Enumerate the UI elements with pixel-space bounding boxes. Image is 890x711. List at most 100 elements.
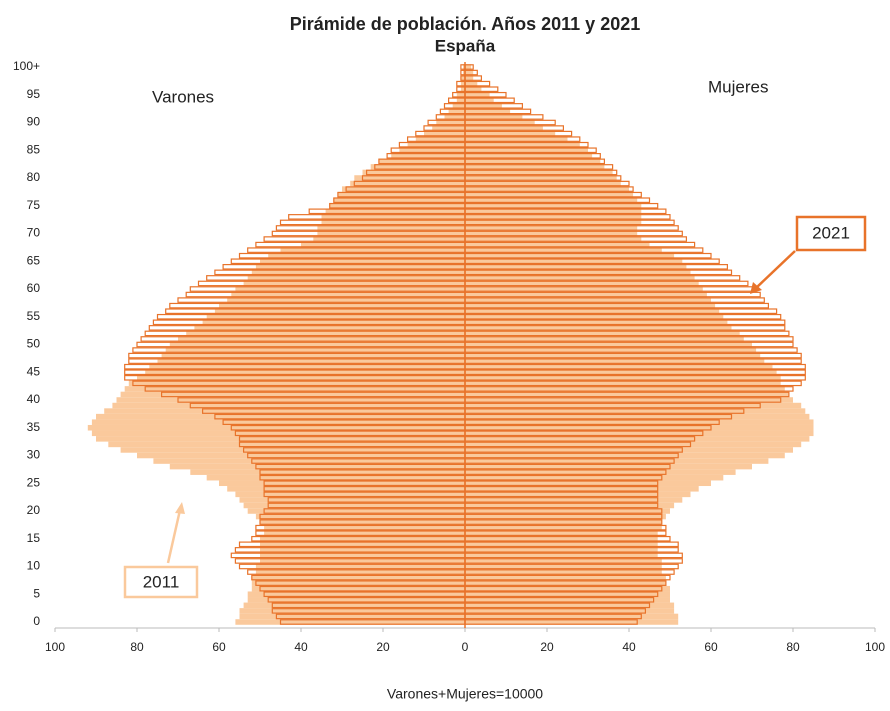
y-tick-label: 10 [27,559,41,573]
bar [465,119,535,126]
bar [206,313,465,320]
bar [465,597,670,603]
bar [255,264,465,270]
bar [465,447,793,453]
bar [391,153,465,159]
y-tick-label: 40 [27,392,41,406]
bar [260,552,465,559]
annotation: 2021 [812,223,850,242]
bar [465,75,474,81]
bar [227,297,465,303]
bar [465,64,472,70]
right-label: Mujeres [708,77,768,96]
x-tick-label: 80 [786,640,800,654]
bar [169,463,466,470]
bar [465,313,724,320]
bar [465,325,732,331]
bar [465,252,675,259]
bar [465,175,617,181]
bar [462,69,465,76]
bar [243,502,465,509]
bar [465,214,642,220]
bar [370,164,465,170]
bar [239,608,465,614]
bar [465,103,502,109]
bar [243,602,465,609]
bar [465,424,814,431]
bar [465,302,716,309]
annotation-arrow [166,509,182,564]
y-tick-label: 55 [27,309,41,323]
bar [112,402,466,409]
bar [108,441,466,448]
bar [260,519,465,525]
left-label: Varones [152,87,214,106]
y-tick-label: 65 [27,253,41,267]
bar [465,463,752,470]
bar [378,158,465,165]
x-tick-label: 80 [130,640,144,654]
bar [235,491,465,498]
chart-subtitle: España [435,36,496,55]
bar [206,474,465,481]
bar [465,352,761,359]
bar [465,197,638,203]
bar [465,397,793,403]
bar [465,613,679,620]
bar [465,358,765,364]
bar [465,86,482,92]
bar [251,585,465,592]
bar [424,130,465,137]
bar [407,141,465,148]
bar [161,352,465,359]
bar [465,541,658,548]
bar [251,574,465,581]
bar [465,114,523,120]
bar [165,347,465,353]
bar [465,319,728,326]
bar [145,369,465,376]
bar [465,430,814,437]
bar [465,547,658,553]
bar [260,558,465,564]
bar [465,147,588,154]
y-tick-label: 25 [27,475,41,489]
bar [465,236,642,242]
bar [247,275,465,281]
bar [247,508,465,514]
bar [219,480,465,487]
bar [465,258,683,265]
bar [465,513,666,520]
bar [465,164,605,170]
bar [137,375,465,381]
bar [264,530,465,536]
bar [260,547,465,553]
arrow-head [750,282,762,294]
bar [465,286,703,292]
bar [465,336,744,342]
bar [465,108,511,115]
bar [465,491,691,498]
bar [91,419,466,425]
bar [169,341,466,348]
bar [96,436,465,442]
bar [465,97,494,104]
bar [128,380,466,387]
bar [255,513,465,520]
bar [465,297,711,303]
bar [460,86,465,92]
bar [268,252,465,259]
bar [465,619,679,625]
y-tick-label: 85 [27,142,41,156]
bar [465,569,662,575]
bar [186,330,465,337]
bar [465,125,543,131]
x-tick-label: 20 [376,640,390,654]
bar [465,580,666,586]
bar [465,341,752,348]
bar [465,458,769,464]
arrow-head [175,502,185,514]
bar [321,219,465,226]
bar [465,247,662,253]
